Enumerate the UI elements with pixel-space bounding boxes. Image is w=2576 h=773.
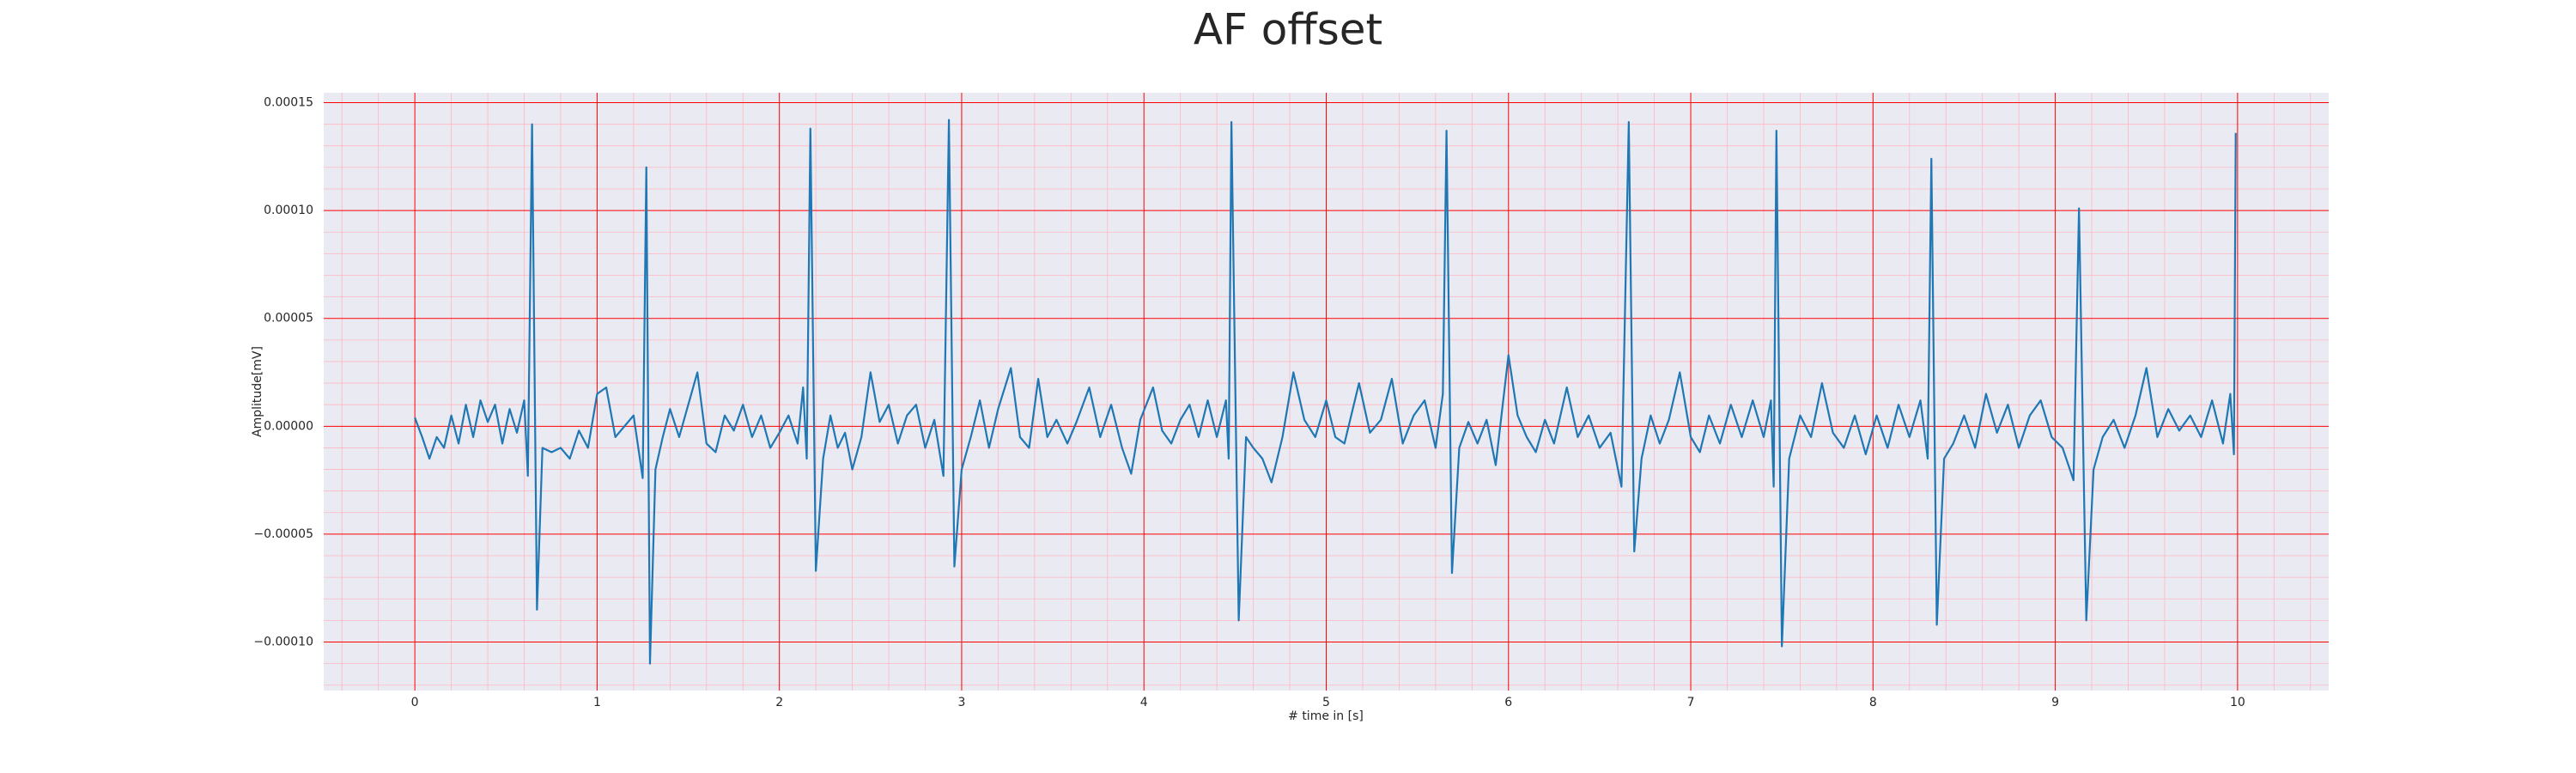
x-tick-label: 6 bbox=[1504, 696, 1512, 709]
x-tick-label: 10 bbox=[2230, 696, 2245, 709]
x-tick-label: 8 bbox=[1869, 696, 1877, 709]
x-tick-label: 7 bbox=[1687, 696, 1695, 709]
x-tick-label: 5 bbox=[1322, 696, 1330, 709]
x-axis-label: # time in [s] bbox=[1288, 709, 1364, 723]
y-tick-label: 0.00010 bbox=[264, 204, 313, 217]
y-tick-label: 0.00005 bbox=[264, 312, 313, 326]
signal-line bbox=[414, 119, 2237, 665]
y-tick-label: 0.00015 bbox=[264, 96, 313, 110]
x-tick-label: 1 bbox=[593, 696, 601, 709]
y-axis-label: Amplitude[mV] bbox=[251, 346, 264, 437]
x-tick-label: 0 bbox=[411, 696, 419, 709]
x-tick-label: 9 bbox=[2051, 696, 2059, 709]
y-tick-label: −0.00010 bbox=[253, 635, 313, 648]
x-tick-label: 4 bbox=[1140, 696, 1148, 709]
y-tick-label: 0.00000 bbox=[264, 419, 313, 433]
x-tick-label: 2 bbox=[775, 696, 783, 709]
y-tick-label: −0.00005 bbox=[253, 527, 313, 541]
x-tick-label: 3 bbox=[957, 696, 965, 709]
chart-title: AF offset bbox=[1194, 5, 1382, 55]
